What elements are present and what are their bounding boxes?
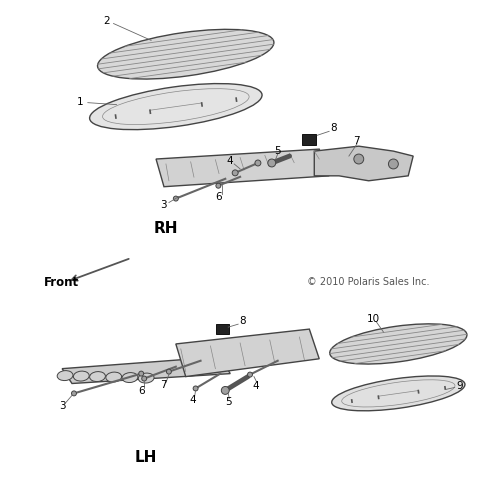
Circle shape: [222, 386, 229, 394]
Bar: [302, 134, 316, 144]
Text: 3: 3: [160, 200, 166, 210]
Ellipse shape: [57, 370, 73, 380]
Text: 4: 4: [190, 396, 196, 406]
Ellipse shape: [90, 84, 262, 130]
Ellipse shape: [122, 372, 138, 382]
Ellipse shape: [332, 376, 465, 411]
Polygon shape: [314, 146, 413, 181]
Ellipse shape: [106, 372, 122, 382]
Circle shape: [72, 391, 76, 396]
Text: 4: 4: [227, 156, 234, 166]
Text: 6: 6: [138, 386, 144, 396]
Text: 1: 1: [76, 96, 83, 106]
Text: 2: 2: [104, 16, 110, 26]
Ellipse shape: [98, 30, 274, 79]
Polygon shape: [176, 329, 319, 376]
Text: 3: 3: [59, 401, 66, 411]
Circle shape: [354, 154, 364, 164]
Circle shape: [142, 376, 146, 381]
Circle shape: [268, 159, 276, 167]
Text: 8: 8: [239, 316, 246, 326]
Text: LH: LH: [135, 450, 158, 465]
Circle shape: [388, 159, 398, 169]
Text: 8: 8: [330, 124, 338, 134]
Ellipse shape: [74, 371, 89, 381]
Circle shape: [216, 183, 221, 188]
Text: 7: 7: [354, 136, 360, 146]
Polygon shape: [62, 357, 230, 384]
Text: 6: 6: [215, 192, 222, 202]
Circle shape: [232, 170, 238, 176]
Text: 5: 5: [274, 146, 281, 156]
Text: Front: Front: [44, 276, 80, 289]
Text: 9: 9: [456, 382, 463, 392]
Circle shape: [248, 372, 252, 377]
Text: 4: 4: [252, 382, 259, 392]
Circle shape: [139, 371, 143, 376]
Circle shape: [255, 160, 261, 166]
Ellipse shape: [330, 324, 467, 364]
Ellipse shape: [90, 372, 106, 382]
Text: 7: 7: [160, 380, 166, 390]
Circle shape: [166, 369, 172, 374]
Text: 5: 5: [225, 398, 232, 407]
Text: © 2010 Polaris Sales Inc.: © 2010 Polaris Sales Inc.: [308, 276, 430, 286]
Circle shape: [174, 196, 178, 201]
Bar: [216, 324, 228, 334]
Circle shape: [193, 386, 198, 391]
Ellipse shape: [138, 373, 154, 383]
Text: 10: 10: [367, 314, 380, 324]
Text: RH: RH: [154, 220, 178, 236]
Polygon shape: [156, 149, 329, 186]
